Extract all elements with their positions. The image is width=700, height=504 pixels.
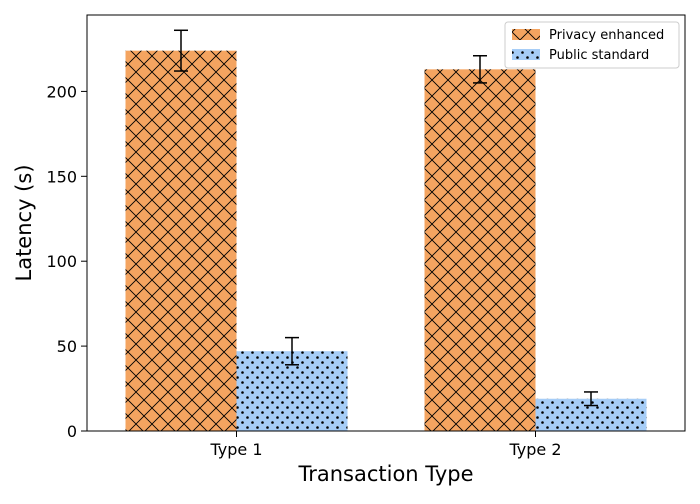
y-tick-label: 200	[46, 82, 77, 101]
error-bar	[174, 29, 188, 72]
plot-frame	[86, 14, 686, 432]
error-bar	[584, 391, 598, 407]
x-axis-label: Transaction Type	[297, 462, 473, 486]
y-tick-label: 50	[57, 337, 77, 356]
errorbars-layer	[174, 29, 598, 407]
x-tick-label: Type 2	[508, 440, 561, 459]
legend-label: Privacy enhanced	[549, 28, 664, 43]
error-bar	[473, 55, 487, 84]
bar-privacy-enhanced-type-1	[125, 50, 237, 432]
x-tick-label: Type 1	[209, 440, 262, 459]
bars-layer	[125, 50, 647, 432]
bar-privacy-enhanced-type-2	[424, 69, 536, 432]
legend: Privacy enhanced Public standard	[504, 21, 680, 69]
legend-label: Public standard	[549, 48, 649, 63]
legend-swatch	[512, 49, 540, 60]
y-axis: 0 50 100 150 200	[46, 82, 87, 441]
y-tick-label: 150	[46, 167, 77, 186]
legend-box	[504, 21, 680, 69]
y-tick-label: 100	[46, 252, 77, 271]
x-axis: Type 1 Type 2	[209, 431, 562, 459]
legend-swatch	[512, 29, 540, 40]
y-tick-label: 0	[67, 422, 77, 441]
error-bar	[285, 336, 299, 366]
y-axis-label: Latency (s)	[12, 164, 36, 281]
